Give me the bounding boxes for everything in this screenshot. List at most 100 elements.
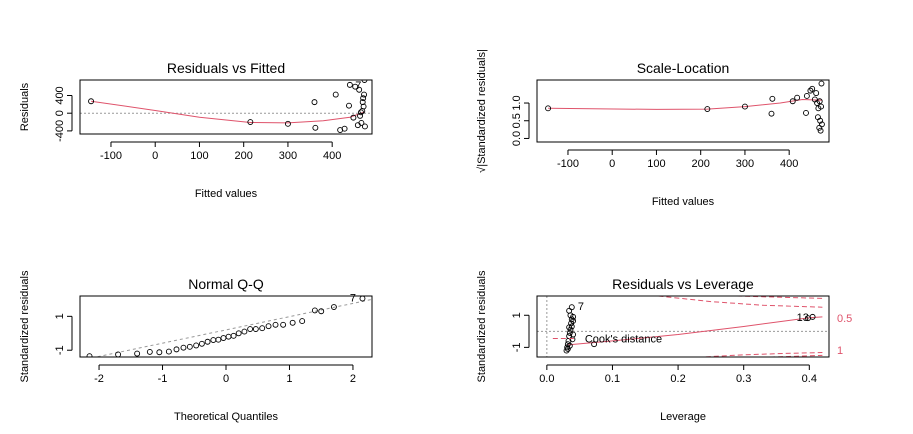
data-point: [568, 304, 575, 311]
data-point: [86, 353, 93, 357]
data-point: [809, 85, 816, 92]
data-point: [235, 330, 242, 337]
data-point: [360, 103, 367, 110]
x-tick-label: 400: [780, 158, 798, 170]
x-tick-label: 0.4: [802, 373, 817, 385]
data-point: [284, 120, 291, 127]
data-point: [357, 109, 364, 116]
data-point: [280, 321, 287, 328]
plot-area: [80, 80, 372, 133]
y-tick-label: 1: [54, 313, 66, 319]
data-point: [358, 119, 365, 126]
plot-area: [86, 296, 372, 357]
data-point: [794, 94, 801, 101]
data-point: [312, 124, 319, 131]
y-tick-label: -1: [54, 345, 66, 355]
y-axis-label: √|Standardized residuals|: [476, 49, 488, 173]
data-point: [809, 313, 816, 320]
data-point: [311, 307, 318, 314]
data-point: [359, 296, 366, 302]
data-point: [173, 346, 180, 353]
x-axis-label: Fitted values: [652, 196, 715, 208]
x-tick-label: 0: [223, 373, 229, 385]
point-label: 7: [578, 301, 584, 313]
plot-frame: [536, 295, 830, 358]
data-point: [350, 114, 357, 121]
data-point: [356, 86, 363, 93]
data-point: [803, 109, 809, 116]
data-point: [204, 338, 211, 345]
x-tick-label: 100: [190, 150, 208, 162]
x-tick-label: 300: [736, 158, 754, 170]
plot-frame: [79, 295, 373, 358]
data-point: [769, 95, 776, 102]
data-point: [361, 123, 368, 130]
data-point: [817, 117, 824, 124]
data-point: [818, 121, 825, 128]
data-point: [813, 90, 820, 97]
data-point: [361, 91, 367, 98]
data-point: [230, 332, 237, 339]
data-point: [272, 321, 279, 328]
data-point: [346, 81, 353, 88]
data-point: [568, 323, 575, 330]
x-tick-label: 0.1: [605, 373, 620, 385]
plot-area: [545, 80, 825, 134]
x-tick-label: 1: [286, 373, 292, 385]
data-point: [807, 87, 814, 94]
data-point: [741, 103, 748, 110]
data-point: [818, 103, 824, 110]
data-point: [704, 106, 711, 113]
x-tick-label: 0.3: [736, 373, 751, 385]
data-point: [570, 331, 577, 338]
data-point: [241, 328, 248, 335]
data-point: [789, 98, 796, 105]
y-axis-label: Standardized residuals: [476, 270, 488, 382]
x-tick-label: -2: [94, 373, 104, 385]
x-axis-label: Leverage: [660, 411, 706, 423]
y-tick-label: -400: [54, 120, 66, 142]
data-point: [265, 323, 272, 330]
data-point: [289, 319, 296, 326]
chart-title: Normal Q-Q: [188, 276, 264, 292]
data-point: [803, 92, 810, 99]
y-tick-label: 0: [54, 110, 66, 116]
data-point: [210, 337, 217, 344]
x-tick-label: 200: [235, 150, 253, 162]
data-point: [198, 340, 205, 347]
data-point: [215, 336, 222, 343]
x-tick-label: 2: [350, 373, 356, 385]
data-point: [186, 343, 193, 350]
y-tick-label: 1.0: [511, 95, 523, 110]
data-point: [88, 98, 95, 105]
cooks-label-1: 1: [837, 345, 843, 357]
smoother-line: [548, 98, 822, 110]
data-point: [299, 318, 306, 325]
data-point: [566, 307, 573, 314]
y-axis-label: Residuals: [19, 82, 31, 131]
data-point: [566, 342, 573, 349]
chart-title: Residuals vs Leverage: [612, 276, 754, 292]
chart-title: Scale-Location: [637, 60, 730, 76]
cooks-distance-contour: [697, 352, 823, 357]
y-tick-label: 0.5: [511, 113, 523, 128]
point-label: 7: [350, 293, 356, 305]
x-tick-label: 0.0: [539, 373, 554, 385]
x-tick-label: 0: [609, 158, 615, 170]
smoother-line: [91, 100, 366, 124]
panel-4: Residuals vs Leverage 0.0 0.1 0.2 0.3 0.4 Leve…: [476, 270, 852, 423]
x-axis-label: Fitted values: [195, 188, 258, 200]
x-tick-label: 0.2: [670, 373, 685, 385]
data-point: [564, 346, 571, 352]
data-point: [311, 99, 318, 106]
data-point: [156, 349, 163, 356]
chart-title: Residuals vs Fitted: [167, 60, 285, 76]
data-point: [816, 98, 823, 105]
data-point: [346, 102, 352, 109]
data-point: [818, 80, 825, 87]
data-point: [341, 125, 348, 132]
plot-frame: [79, 79, 373, 135]
y-tick-label: 1: [511, 312, 523, 318]
data-point: [259, 325, 266, 332]
